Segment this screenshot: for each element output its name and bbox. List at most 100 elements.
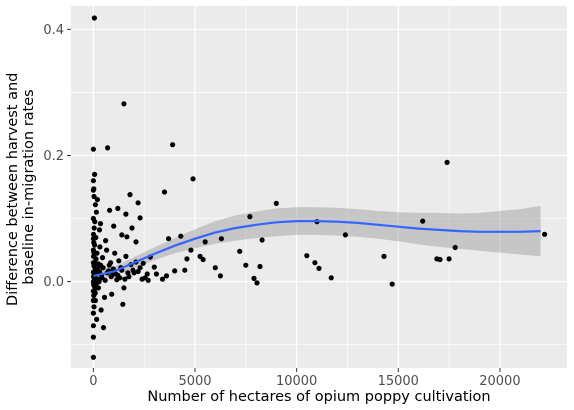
data-point xyxy=(119,232,125,238)
data-point xyxy=(90,334,96,340)
data-point xyxy=(381,253,387,259)
data-point xyxy=(131,270,137,276)
data-point xyxy=(120,301,126,307)
y-axis-ticks: 0.0 0.2 0.4 xyxy=(43,23,71,290)
data-point xyxy=(121,285,127,291)
data-point xyxy=(312,260,318,266)
data-point xyxy=(116,258,122,264)
data-point xyxy=(91,15,97,21)
data-point xyxy=(188,247,194,253)
data-point xyxy=(217,273,223,279)
data-point xyxy=(102,277,108,283)
data-point xyxy=(122,276,128,282)
data-point xyxy=(96,268,103,275)
data-point xyxy=(437,256,443,263)
x-axis-ticks: 0 5000 10000 15000 20000 xyxy=(89,368,521,389)
data-point xyxy=(237,248,243,254)
x-tick-label: 5000 xyxy=(178,374,211,389)
data-point xyxy=(542,231,548,237)
data-point xyxy=(304,253,310,259)
data-point xyxy=(140,260,146,266)
data-point xyxy=(342,232,348,238)
data-point xyxy=(124,234,130,240)
data-point xyxy=(105,145,111,151)
data-point xyxy=(112,250,118,256)
data-point xyxy=(127,192,133,198)
data-point xyxy=(97,221,104,227)
data-point xyxy=(153,271,159,277)
data-point xyxy=(92,171,98,177)
data-point xyxy=(166,236,172,242)
data-point xyxy=(90,297,96,304)
data-point xyxy=(90,323,96,329)
data-point xyxy=(97,244,103,250)
data-point xyxy=(95,276,101,282)
data-point xyxy=(273,200,279,206)
data-point xyxy=(243,262,249,268)
data-point xyxy=(92,265,98,271)
data-point xyxy=(145,277,151,283)
y-tick-label: 0.2 xyxy=(43,149,64,164)
data-point xyxy=(139,276,145,282)
data-point xyxy=(90,236,96,242)
plot-panel xyxy=(71,6,567,368)
data-point xyxy=(100,325,107,331)
data-point xyxy=(100,265,106,271)
data-point xyxy=(93,256,99,262)
x-tick-label: 20000 xyxy=(479,374,520,389)
data-point xyxy=(444,159,450,165)
data-point xyxy=(90,260,96,266)
confidence-band xyxy=(93,205,541,281)
x-tick-label: 15000 xyxy=(378,374,419,389)
data-point xyxy=(108,274,114,280)
data-point xyxy=(91,225,97,231)
data-point xyxy=(420,218,426,224)
x-tick-label: 0 xyxy=(89,374,97,389)
data-point xyxy=(251,275,257,281)
data-point xyxy=(107,207,113,213)
data-point xyxy=(103,238,109,244)
data-point xyxy=(212,265,218,271)
data-point xyxy=(184,256,190,262)
smooth-trend-line xyxy=(93,220,541,277)
data-point xyxy=(104,247,110,253)
data-point xyxy=(218,236,224,242)
data-point xyxy=(115,205,121,211)
data-point xyxy=(94,197,100,203)
data-point xyxy=(135,268,141,275)
major-gridlines xyxy=(71,6,567,368)
data-point xyxy=(111,223,117,229)
data-point xyxy=(90,215,96,222)
y-axis-title: Difference between harvest and baseline … xyxy=(5,68,37,306)
data-point xyxy=(123,211,129,217)
data-point xyxy=(90,146,96,152)
data-point xyxy=(133,239,139,245)
data-point xyxy=(90,231,97,237)
data-point xyxy=(247,214,253,220)
data-point xyxy=(92,290,98,296)
y-tick-label: 0.4 xyxy=(43,23,64,38)
data-point xyxy=(257,263,263,270)
data-point xyxy=(182,267,188,273)
data-point xyxy=(91,193,97,200)
data-point xyxy=(328,275,334,281)
data-point xyxy=(259,237,265,243)
data-point xyxy=(99,255,106,261)
data-point xyxy=(159,276,166,282)
minor-gridlines xyxy=(71,6,567,368)
data-point xyxy=(163,273,170,279)
data-point xyxy=(96,227,103,233)
y-tick-label: 0.0 xyxy=(43,275,64,290)
data-point xyxy=(170,142,176,148)
x-axis-title: Number of hectares of opium poppy cultiv… xyxy=(147,389,490,405)
data-point xyxy=(91,304,97,310)
data-point xyxy=(151,264,157,270)
data-point xyxy=(316,265,322,271)
data-point xyxy=(121,101,127,107)
data-point xyxy=(106,262,112,268)
data-point xyxy=(126,274,132,280)
data-point xyxy=(94,316,100,322)
data-point xyxy=(190,176,196,182)
data-point xyxy=(137,215,143,221)
